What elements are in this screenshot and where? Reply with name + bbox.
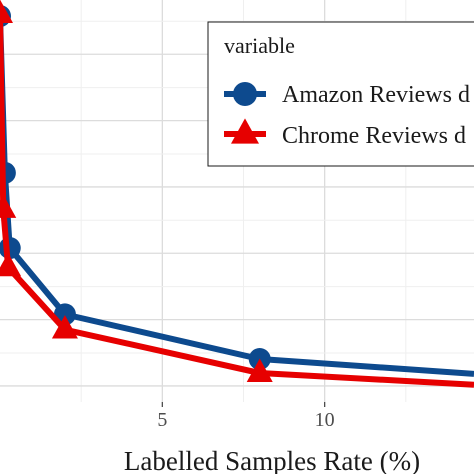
legend-title: variable [224,33,295,58]
series-1-point-2 [0,252,22,277]
x-axis-ticks: 5 10 [157,402,335,431]
x-tick-label-0: 5 [157,409,167,431]
legend-key-1 [224,118,266,144]
legend-key-0 [224,82,266,106]
series-1-point-4 [246,358,273,382]
series-1-point-0 [0,0,13,23]
x-axis-title: Labelled Samples Rate (%) [124,446,420,474]
series-1-point-1 [0,194,17,218]
legend-key-marker-1 [231,118,259,144]
x-tick-label-1: 10 [315,409,335,431]
series-1-point-3 [51,315,78,339]
series-layer [0,0,474,388]
series-1 [0,0,474,388]
legend-keys [224,82,266,144]
legend: variable Amazon Reviews d Chrome Reviews… [207,21,474,167]
series-line-1 [0,14,474,388]
legend-label-chrome: Chrome Reviews d [282,123,466,149]
legend-label-amazon: Amazon Reviews d [282,82,470,108]
legend-key-marker-0 [233,82,257,106]
